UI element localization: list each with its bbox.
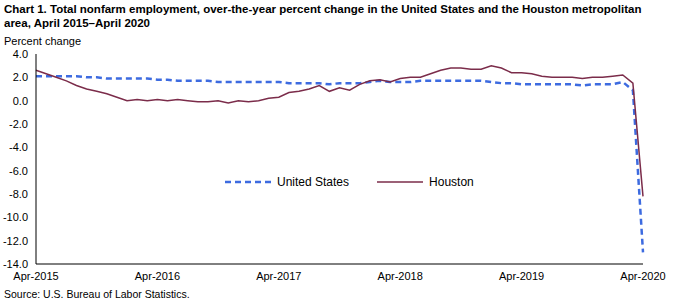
svg-text:Apr-2018: Apr-2018 <box>378 270 423 282</box>
html-text:Source: U.S. Bureau of Labor S: Source: U.S. Bureau of Labor Statistics. <box>4 288 190 300</box>
html-text:United States: United States <box>277 175 349 189</box>
svg-text:0.0: 0.0 <box>13 95 28 107</box>
svg-text:4.0: 4.0 <box>13 48 28 60</box>
svg-text:-14.0: -14.0 <box>8 258 28 270</box>
svg-text:-12.0: -12.0 <box>8 235 28 247</box>
svg-text:Apr-2016: Apr-2016 <box>135 270 180 282</box>
svg-text:-10.0: -10.0 <box>8 211 28 223</box>
svg-text:Apr-2017: Apr-2017 <box>256 270 301 282</box>
svg-text:-4.0: -4.0 <box>9 141 28 153</box>
html-text:Chart 1. Total nonfarm employm: Chart 1. Total nonfarm employment, over-… <box>4 3 642 29</box>
svg-text:-2.0: -2.0 <box>9 118 28 130</box>
html-text:Houston: Houston <box>429 175 474 189</box>
svg-text:Apr-2015: Apr-2015 <box>13 270 58 282</box>
svg-text:Apr-2020: Apr-2020 <box>620 270 665 282</box>
html-text:Percent change: Percent change <box>4 35 82 47</box>
svg-text:-6.0: -6.0 <box>9 165 28 177</box>
svg-text:2.0: 2.0 <box>13 71 28 83</box>
svg-text:-8.0: -8.0 <box>9 188 28 200</box>
svg-text:Apr-2019: Apr-2019 <box>499 270 544 282</box>
